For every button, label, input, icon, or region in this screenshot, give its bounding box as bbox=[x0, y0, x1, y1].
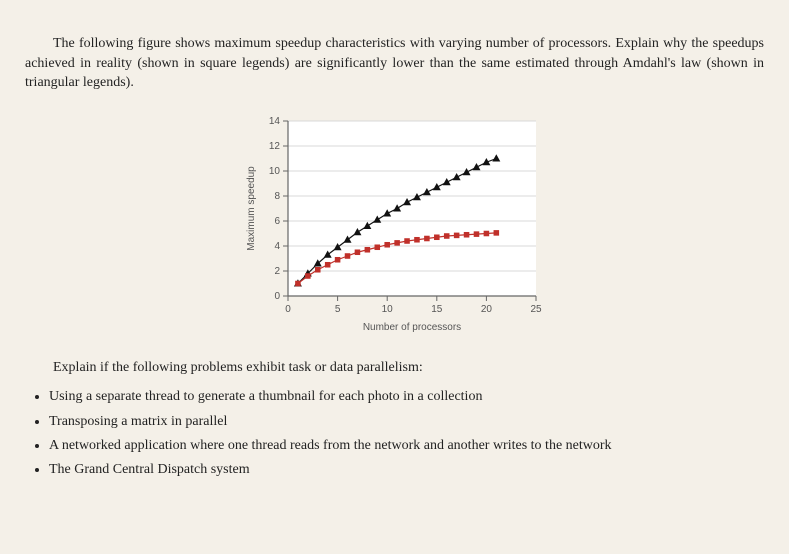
svg-text:8: 8 bbox=[274, 191, 280, 202]
svg-text:0: 0 bbox=[274, 291, 280, 302]
bullet-list: Using a separate thread to generate a th… bbox=[25, 387, 764, 480]
list-item: The Grand Central Dispatch system bbox=[49, 460, 764, 480]
svg-text:0: 0 bbox=[285, 304, 291, 315]
svg-text:4: 4 bbox=[274, 241, 280, 252]
svg-text:5: 5 bbox=[334, 304, 340, 315]
svg-text:15: 15 bbox=[431, 304, 443, 315]
question-subprompt: Explain if the following problems exhibi… bbox=[25, 358, 764, 378]
svg-text:10: 10 bbox=[381, 304, 393, 315]
svg-text:20: 20 bbox=[480, 304, 492, 315]
svg-text:6: 6 bbox=[274, 216, 280, 227]
speedup-chart: 0 5 10 15 20 25 0 2 4 6 8 10 12 14 Number of processor… bbox=[240, 111, 550, 336]
question-intro-paragraph: The following figure shows maximum speed… bbox=[25, 34, 764, 93]
list-item: A networked application where one thread… bbox=[49, 436, 764, 456]
svg-text:10: 10 bbox=[268, 166, 280, 177]
svg-text:2: 2 bbox=[274, 266, 280, 277]
list-item: Transposing a matrix in parallel bbox=[49, 412, 764, 432]
list-item: Using a separate thread to generate a th… bbox=[49, 387, 764, 407]
chart-container: 0 5 10 15 20 25 0 2 4 6 8 10 12 14 Number of processor… bbox=[25, 111, 764, 336]
svg-text:12: 12 bbox=[268, 141, 280, 152]
svg-text:14: 14 bbox=[268, 116, 280, 127]
svg-text:Maximum speedup: Maximum speedup bbox=[246, 166, 257, 251]
svg-text:Number of processors: Number of processors bbox=[362, 322, 460, 333]
svg-text:25: 25 bbox=[530, 304, 542, 315]
